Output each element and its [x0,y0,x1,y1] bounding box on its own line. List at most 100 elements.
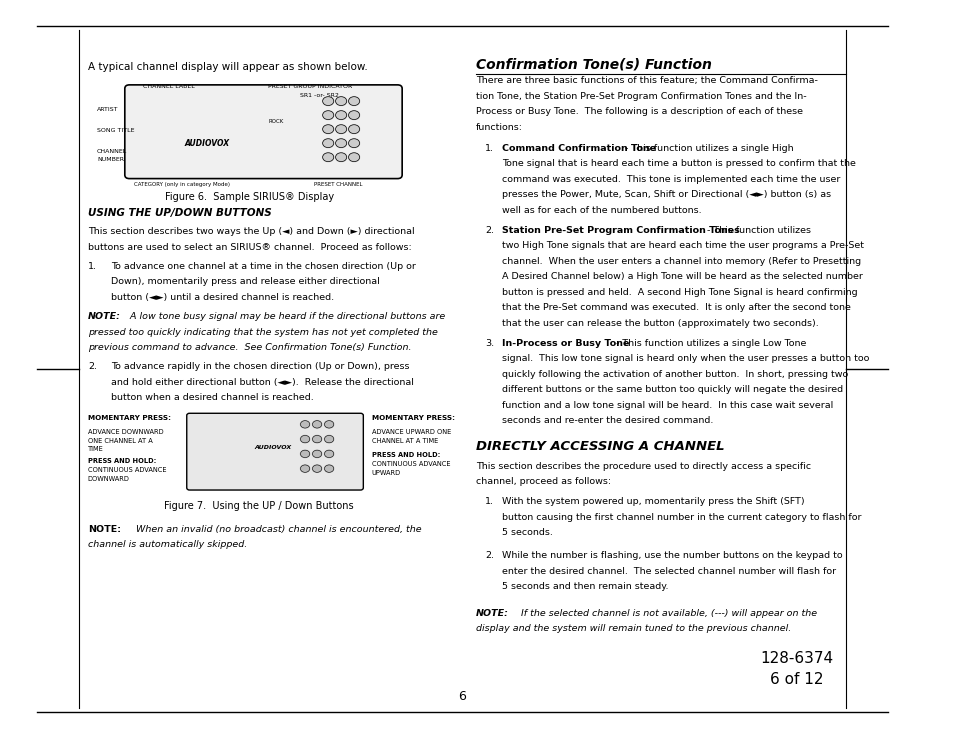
Circle shape [348,139,359,148]
Circle shape [335,153,346,162]
Text: well as for each of the numbered buttons.: well as for each of the numbered buttons… [501,206,700,215]
Text: ADVANCE UPWARD ONE: ADVANCE UPWARD ONE [372,429,451,435]
Text: CATEGORY (only in category Mode): CATEGORY (only in category Mode) [134,182,230,187]
Text: buttons are used to select an SIRIUS® channel.  Proceed as follows:: buttons are used to select an SIRIUS® ch… [88,243,411,252]
Text: While the number is flashing, use the number buttons on the keypad to: While the number is flashing, use the nu… [501,551,841,560]
FancyBboxPatch shape [187,413,363,490]
Circle shape [300,435,310,443]
Text: Down), momentarily press and release either directional: Down), momentarily press and release eit… [111,277,379,286]
Text: 2.: 2. [88,362,96,371]
Text: that the user can release the button (approximately two seconds).: that the user can release the button (ap… [501,319,818,328]
Text: CONTINUOUS ADVANCE: CONTINUOUS ADVANCE [372,461,450,467]
Text: DOWNWARD: DOWNWARD [88,476,130,482]
Circle shape [300,465,310,472]
Text: command was executed.  This tone is implemented each time the user: command was executed. This tone is imple… [501,175,840,184]
Circle shape [313,421,321,428]
Text: To advance rapidly in the chosen direction (Up or Down), press: To advance rapidly in the chosen directi… [111,362,409,371]
Circle shape [322,111,334,120]
Text: channel.  When the user enters a channel into memory (Refer to Presetting: channel. When the user enters a channel … [501,257,861,266]
Text: previous command to advance.  See Confirmation Tone(s) Function.: previous command to advance. See Confirm… [88,343,411,352]
Text: pressed too quickly indicating that the system has not yet completed the: pressed too quickly indicating that the … [88,328,437,337]
Text: NOTE:: NOTE: [88,312,121,321]
Text: MOMENTARY PRESS:: MOMENTARY PRESS: [88,415,171,421]
Text: seconds and re-enter the desired command.: seconds and re-enter the desired command… [501,416,713,425]
Text: quickly following the activation of another button.  In short, pressing two: quickly following the activation of anot… [501,370,847,379]
Text: ONE CHANNEL AT A: ONE CHANNEL AT A [88,438,152,444]
FancyBboxPatch shape [125,85,402,179]
Circle shape [324,465,334,472]
Text: 3.: 3. [485,339,494,348]
Text: 128-6374: 128-6374 [760,651,833,666]
Text: A typical channel display will appear as shown below.: A typical channel display will appear as… [88,62,367,72]
Circle shape [348,125,359,134]
Text: There are three basic functions of this feature; the Command Confirma-: There are three basic functions of this … [476,76,817,85]
Text: USING THE UP/DOWN BUTTONS: USING THE UP/DOWN BUTTONS [88,208,272,218]
Text: 5 seconds and then remain steady.: 5 seconds and then remain steady. [501,582,668,591]
Text: A Desired Channel below) a High Tone will be heard as the selected number: A Desired Channel below) a High Tone wil… [501,272,862,281]
Text: MOMENTARY PRESS:: MOMENTARY PRESS: [372,415,455,421]
Text: To advance one channel at a time in the chosen direction (Up or: To advance one channel at a time in the … [111,262,416,271]
Text: button when a desired channel is reached.: button when a desired channel is reached… [111,393,314,402]
Circle shape [313,435,321,443]
Circle shape [335,111,346,120]
Text: channel, proceed as follows:: channel, proceed as follows: [476,477,611,486]
Text: 1.: 1. [485,144,494,153]
Text: 2.: 2. [485,551,494,560]
Text: signal.  This low tone signal is heard only when the user presses a button too: signal. This low tone signal is heard on… [501,354,868,363]
Text: CONTINUOUS ADVANCE: CONTINUOUS ADVANCE [88,467,166,473]
Text: Station Pre-Set Program Confirmation Tones: Station Pre-Set Program Confirmation Ton… [501,226,739,235]
Text: functions:: functions: [476,123,522,131]
Text: two High Tone signals that are heard each time the user programs a Pre-Set: two High Tone signals that are heard eac… [501,241,863,250]
Circle shape [300,421,310,428]
Text: AUDIOVOX: AUDIOVOX [185,139,230,148]
Text: CHANNEL: CHANNEL [97,149,127,154]
Text: CHANNEL LABEL: CHANNEL LABEL [143,84,194,89]
Text: SONG TITLE: SONG TITLE [97,128,134,134]
Text: button (◄►) until a desired channel is reached.: button (◄►) until a desired channel is r… [111,293,334,302]
Text: 2.: 2. [485,226,494,235]
Text: TIME: TIME [88,446,104,452]
Text: Process or Busy Tone.  The following is a description of each of these: Process or Busy Tone. The following is a… [476,107,802,116]
Text: With the system powered up, momentarily press the Shift (SFT): With the system powered up, momentarily … [501,497,803,506]
Text: different buttons or the same button too quickly will negate the desired: different buttons or the same button too… [501,385,842,394]
Text: 6 of 12: 6 of 12 [769,672,822,686]
Text: UPWARD: UPWARD [372,470,400,476]
Text: If the selected channel is not available, (---) will appear on the: If the selected channel is not available… [515,609,816,618]
Text: Command Confirmation Tone: Command Confirmation Tone [501,144,656,153]
Text: CHANNEL AT A TIME: CHANNEL AT A TIME [372,438,437,444]
Text: When an invalid (no broadcast) channel is encountered, the: When an invalid (no broadcast) channel i… [127,525,421,534]
Circle shape [348,111,359,120]
Text: presses the Power, Mute, Scan, Shift or Directional (◄►) button (s) as: presses the Power, Mute, Scan, Shift or … [501,190,830,199]
Text: PRESS AND HOLD:: PRESS AND HOLD: [372,452,439,458]
Text: display and the system will remain tuned to the previous channel.: display and the system will remain tuned… [476,624,791,633]
Circle shape [335,139,346,148]
Text: This section describes two ways the Up (◄) and Down (►) directional: This section describes two ways the Up (… [88,227,414,236]
Text: NOTE:: NOTE: [88,525,121,534]
Circle shape [335,97,346,106]
Text: Figure 7.  Using the UP / Down Buttons: Figure 7. Using the UP / Down Buttons [164,501,354,511]
Text: enter the desired channel.  The selected channel number will flash for: enter the desired channel. The selected … [501,567,835,576]
Text: - This function utilizes: - This function utilizes [703,226,810,235]
Text: 1.: 1. [485,497,494,506]
Text: SR1 -or- SR2: SR1 -or- SR2 [300,93,339,98]
Text: AUDIOVOX: AUDIOVOX [253,446,292,450]
Text: ADVANCE DOWNWARD: ADVANCE DOWNWARD [88,429,163,435]
Text: and hold either directional button (◄►).  Release the directional: and hold either directional button (◄►).… [111,378,414,387]
Text: PRESS AND HOLD:: PRESS AND HOLD: [88,458,156,464]
Text: - This function utilizes a single Low Tone: - This function utilizes a single Low To… [612,339,805,348]
Text: NOTE:: NOTE: [476,609,509,618]
Circle shape [322,97,334,106]
Text: - This function utilizes a single High: - This function utilizes a single High [621,144,793,153]
Circle shape [313,450,321,458]
Circle shape [335,125,346,134]
Circle shape [348,153,359,162]
Text: NUMBER: NUMBER [97,157,124,162]
Text: 6: 6 [457,690,466,703]
Circle shape [300,450,310,458]
Text: button causing the first channel number in the current category to flash for: button causing the first channel number … [501,513,861,522]
Text: In-Process or Busy Tone: In-Process or Busy Tone [501,339,629,348]
Text: 5 seconds.: 5 seconds. [501,528,553,537]
Text: Confirmation Tone(s) Function: Confirmation Tone(s) Function [476,58,711,72]
Text: 1.: 1. [88,262,96,271]
Text: tion Tone, the Station Pre-Set Program Confirmation Tones and the In-: tion Tone, the Station Pre-Set Program C… [476,92,806,100]
